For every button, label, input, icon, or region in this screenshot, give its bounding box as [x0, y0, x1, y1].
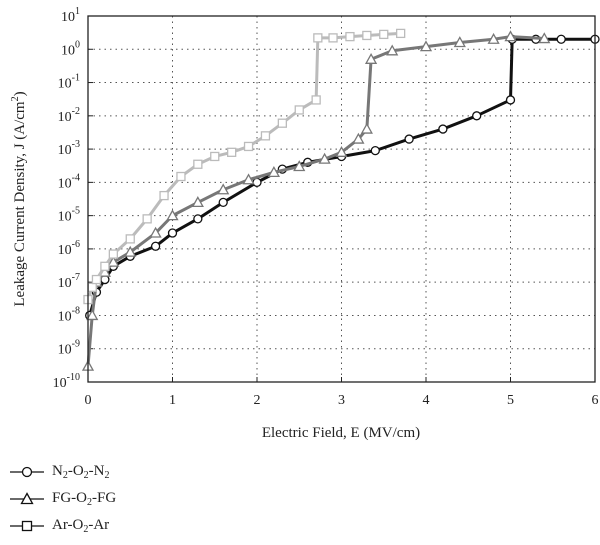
- data-point: [193, 214, 203, 224]
- data-point: [362, 30, 372, 41]
- data-point: [150, 241, 161, 251]
- y-tick-label: 10-3: [58, 139, 80, 158]
- data-point: [124, 245, 137, 257]
- data-point: [167, 228, 178, 238]
- data-point: [395, 28, 406, 39]
- data-point: [294, 105, 304, 115]
- data-point: [345, 31, 355, 42]
- y-axis-label-main: Leakage Current Density, J (A/cm: [12, 101, 28, 307]
- data-point: [311, 95, 321, 105]
- data-point: [538, 32, 551, 44]
- legend-item-ar: Ar-O2-Ar: [8, 512, 116, 539]
- data-point: [352, 132, 365, 144]
- data-point: [108, 249, 118, 259]
- data-point: [386, 44, 399, 56]
- data-point: [364, 52, 378, 64]
- y-tick-label: 10-4: [58, 172, 80, 191]
- x-tick-label: 0: [85, 393, 92, 408]
- data-point: [87, 282, 97, 292]
- x-tick-label: 6: [592, 393, 599, 408]
- x-tick-label: 3: [338, 393, 345, 408]
- data-point: [313, 33, 323, 43]
- series-line: [88, 37, 595, 316]
- legend: N2-O2-N2 FG-O2-FG Ar-O2-Ar: [8, 458, 116, 539]
- square-marker-icon: [10, 520, 44, 531]
- series-layer: [81, 28, 600, 371]
- y-tick-label: 10-10: [53, 372, 80, 391]
- x-tick-label: 1: [169, 393, 176, 408]
- data-point: [487, 32, 500, 44]
- data-point: [267, 166, 281, 177]
- data-point: [260, 131, 271, 141]
- leakage-current-chart: 0 1 2 3 4 5 6 10-10 10-9 10-8 10-7 10-6 10-5 10-4 10-3…: [10, 6, 600, 441]
- grid: [87, 15, 596, 383]
- data-point: [86, 309, 99, 321]
- data-point: [404, 134, 414, 144]
- data-point: [226, 147, 237, 157]
- data-point: [328, 33, 338, 43]
- y-axis-label: Leakage Current Density, J (A/cm2): [10, 91, 28, 306]
- data-point: [193, 159, 203, 169]
- y-tick-label: 101: [61, 6, 80, 25]
- data-point: [218, 197, 228, 208]
- data-point: [107, 255, 120, 267]
- data-point: [472, 111, 482, 121]
- x-tick-label: 2: [254, 393, 261, 408]
- data-point: [419, 40, 433, 52]
- data-point: [379, 29, 389, 40]
- y-tick-label: 10-8: [58, 305, 80, 324]
- data-point: [217, 183, 230, 195]
- y-tick-label: 100: [61, 39, 80, 58]
- data-point: [370, 145, 380, 156]
- series-triangle: [81, 30, 551, 371]
- plot-frame: [87, 15, 596, 383]
- data-point: [318, 152, 331, 164]
- x-axis-label: Electric Field, E (MV/cm): [262, 425, 420, 441]
- data-point: [438, 124, 448, 134]
- data-point: [210, 151, 220, 162]
- data-point: [243, 141, 254, 152]
- data-point: [142, 214, 152, 224]
- tick-labels: 0 1 2 3 4 5 6 10-10 10-9 10-8 10-7 10-6 10-5 10-4 10-3…: [53, 6, 599, 408]
- legend-label-n2: N2-O2-N2: [52, 462, 110, 481]
- data-point: [293, 160, 306, 172]
- data-point: [191, 196, 204, 208]
- data-point: [125, 234, 135, 244]
- legend-item-n2: N2-O2-N2: [8, 458, 116, 485]
- x-tick-label: 4: [423, 393, 430, 408]
- circle-marker-icon: [10, 466, 44, 477]
- data-point: [277, 118, 288, 128]
- data-point: [453, 36, 466, 48]
- y-axis-label-end: ): [12, 91, 28, 96]
- data-point: [149, 226, 162, 238]
- y-tick-label: 10-5: [58, 206, 80, 225]
- y-axis-label-sup: 2: [10, 96, 21, 101]
- series-circle: [85, 34, 600, 321]
- triangle-marker-icon: [10, 491, 44, 504]
- y-tick-label: 10-2: [58, 106, 80, 125]
- data-point: [100, 261, 110, 271]
- data-point: [504, 30, 517, 42]
- y-tick-label: 10-6: [58, 239, 80, 258]
- data-point: [166, 209, 179, 221]
- y-tick-label: 10-9: [58, 339, 80, 358]
- data-point: [360, 122, 373, 134]
- data-point: [159, 190, 169, 201]
- legend-label-ar: Ar-O2-Ar: [52, 516, 110, 535]
- series-line: [86, 31, 401, 301]
- x-tick-label: 5: [507, 393, 514, 408]
- data-point: [91, 274, 102, 285]
- series-square: [83, 28, 406, 305]
- data-point: [176, 171, 186, 182]
- y-tick-label: 10-7: [58, 272, 80, 291]
- data-point: [335, 145, 348, 157]
- data-point: [556, 34, 566, 44]
- data-point: [505, 95, 516, 105]
- legend-label-fg: FG-O2-FG: [52, 489, 117, 508]
- legend-item-fg: FG-O2-FG: [8, 485, 116, 512]
- y-tick-label: 10-1: [58, 73, 80, 92]
- data-point: [242, 173, 255, 185]
